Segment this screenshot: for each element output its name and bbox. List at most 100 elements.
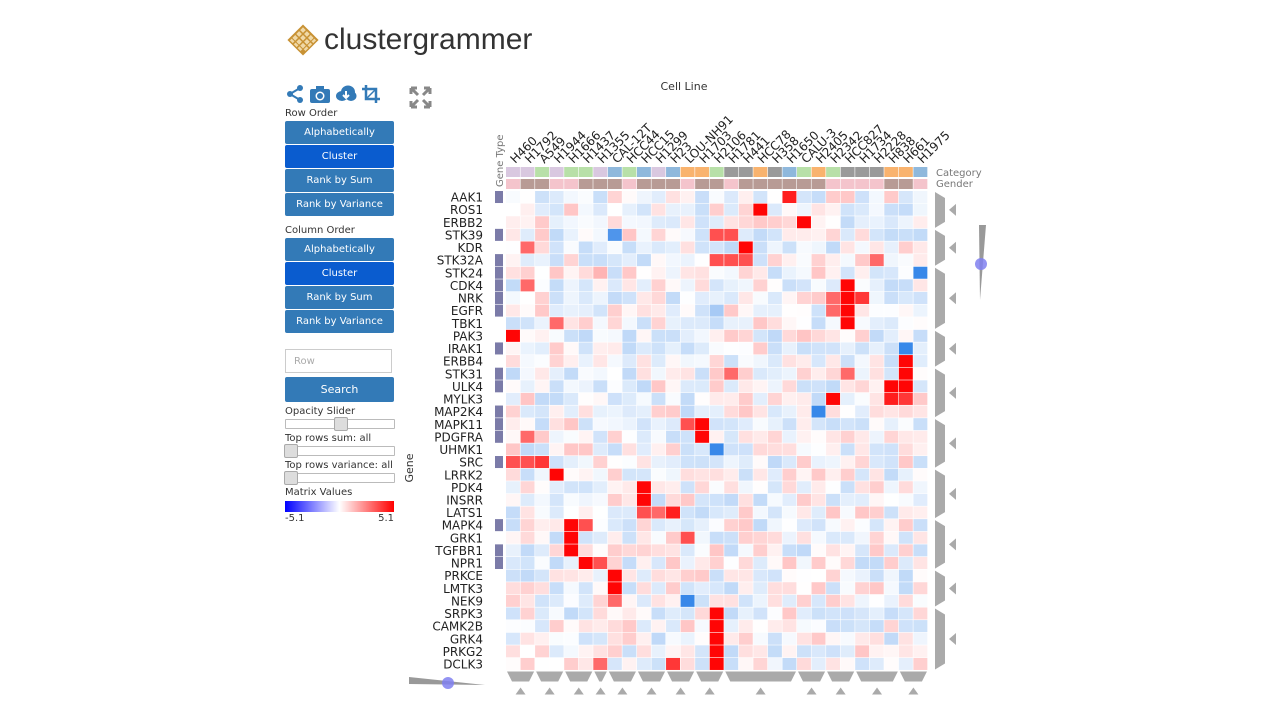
heatmap-cell[interactable] bbox=[636, 632, 651, 645]
heatmap-cell[interactable] bbox=[666, 493, 680, 506]
heatmap-cell[interactable] bbox=[520, 556, 535, 569]
heatmap-cell[interactable] bbox=[520, 544, 535, 557]
heatmap-cell[interactable] bbox=[506, 645, 520, 658]
heatmap-cell[interactable] bbox=[840, 620, 855, 633]
heatmap-cell[interactable] bbox=[578, 582, 593, 595]
heatmap-cell[interactable] bbox=[535, 304, 550, 317]
heatmap-cell[interactable] bbox=[622, 657, 637, 670]
heatmap-cell[interactable] bbox=[855, 291, 870, 304]
heatmap-cell[interactable] bbox=[593, 620, 608, 633]
heatmap-cell[interactable] bbox=[651, 506, 666, 519]
heatmap-cell[interactable] bbox=[607, 519, 622, 532]
heatmap-cell[interactable] bbox=[564, 418, 579, 431]
heatmap-cell[interactable] bbox=[636, 342, 651, 355]
heatmap-cell[interactable] bbox=[549, 367, 564, 380]
heatmap-cell[interactable] bbox=[535, 266, 550, 279]
heatmap-cell[interactable] bbox=[869, 203, 884, 216]
heatmap-cell[interactable] bbox=[782, 355, 797, 368]
heatmap-cell[interactable] bbox=[738, 569, 753, 582]
heatmap-cell[interactable] bbox=[840, 582, 855, 595]
heatmap-cell[interactable] bbox=[884, 468, 899, 481]
heatmap-cell[interactable] bbox=[578, 355, 593, 368]
heatmap-cell[interactable] bbox=[826, 506, 841, 519]
heatmap-cell[interactable] bbox=[622, 317, 637, 330]
heatmap-cell[interactable] bbox=[593, 481, 608, 494]
heatmap-cell[interactable] bbox=[767, 456, 782, 469]
heatmap-cell[interactable] bbox=[738, 620, 753, 633]
heatmap-cell[interactable] bbox=[913, 191, 928, 204]
heatmap-cell[interactable] bbox=[913, 607, 928, 620]
heatmap-cell[interactable] bbox=[811, 569, 826, 582]
heatmap-cell[interactable] bbox=[767, 216, 782, 229]
column-dendrogram-trapezoid[interactable] bbox=[595, 687, 606, 695]
heatmap-cell[interactable] bbox=[913, 418, 928, 431]
heatmap-cell[interactable] bbox=[724, 241, 739, 254]
heatmap-cell[interactable] bbox=[767, 279, 782, 292]
heatmap-cell[interactable] bbox=[724, 569, 739, 582]
heatmap-cell[interactable] bbox=[709, 291, 724, 304]
heatmap-cell[interactable] bbox=[622, 191, 637, 204]
heatmap-cell[interactable] bbox=[840, 317, 855, 330]
heatmap-cell[interactable] bbox=[535, 544, 550, 557]
row-label[interactable]: PDK4 bbox=[451, 481, 483, 495]
heatmap-cell[interactable] bbox=[840, 456, 855, 469]
heatmap-cell[interactable] bbox=[651, 392, 666, 405]
heatmap-cell[interactable] bbox=[884, 405, 899, 418]
heatmap-cell[interactable] bbox=[506, 519, 520, 532]
heatmap-cell[interactable] bbox=[855, 266, 870, 279]
heatmap-cell[interactable] bbox=[738, 392, 753, 405]
heatmap-cell[interactable] bbox=[913, 632, 928, 645]
heatmap-cell[interactable] bbox=[651, 241, 666, 254]
heatmap-cell[interactable] bbox=[898, 342, 913, 355]
heatmap-cell[interactable] bbox=[782, 304, 797, 317]
heatmap-cell[interactable] bbox=[564, 291, 579, 304]
heatmap-cell[interactable] bbox=[535, 430, 550, 443]
heatmap-cell[interactable] bbox=[593, 430, 608, 443]
heatmap-cell[interactable] bbox=[826, 418, 841, 431]
heatmap-cell[interactable] bbox=[564, 569, 579, 582]
heatmap-cell[interactable] bbox=[782, 468, 797, 481]
heatmap-cell[interactable] bbox=[506, 430, 520, 443]
heatmap-cell[interactable] bbox=[578, 620, 593, 633]
heatmap-cell[interactable] bbox=[840, 355, 855, 368]
heatmap-cell[interactable] bbox=[797, 304, 811, 317]
heatmap-cell[interactable] bbox=[636, 329, 651, 342]
heatmap-cell[interactable] bbox=[680, 342, 695, 355]
heatmap-cell[interactable] bbox=[767, 544, 782, 557]
heatmap-cell[interactable] bbox=[680, 254, 695, 267]
column-order-button-alphabetically[interactable]: Alphabetically bbox=[285, 238, 394, 261]
heatmap-cell[interactable] bbox=[520, 620, 535, 633]
heatmap-cell[interactable] bbox=[767, 342, 782, 355]
heatmap-cell[interactable] bbox=[695, 191, 710, 204]
heatmap-cell[interactable] bbox=[753, 380, 768, 393]
heatmap-cell[interactable] bbox=[622, 594, 637, 607]
heatmap-cell[interactable] bbox=[869, 632, 884, 645]
heatmap-cell[interactable] bbox=[753, 632, 768, 645]
heatmap-cell[interactable] bbox=[578, 531, 593, 544]
heatmap-cell[interactable] bbox=[869, 254, 884, 267]
heatmap-cell[interactable] bbox=[855, 443, 870, 456]
heatmap-cell[interactable] bbox=[913, 241, 928, 254]
heatmap-cell[interactable] bbox=[811, 506, 826, 519]
row-label[interactable]: NPR1 bbox=[451, 557, 483, 571]
heatmap-cell[interactable] bbox=[535, 607, 550, 620]
heatmap-cell[interactable] bbox=[767, 506, 782, 519]
heatmap-cell[interactable] bbox=[797, 607, 811, 620]
heatmap-cell[interactable] bbox=[651, 228, 666, 241]
heatmap-cell[interactable] bbox=[753, 620, 768, 633]
heatmap-cell[interactable] bbox=[753, 191, 768, 204]
heatmap-cell[interactable] bbox=[680, 380, 695, 393]
heatmap-cell[interactable] bbox=[578, 380, 593, 393]
heatmap-cell[interactable] bbox=[913, 342, 928, 355]
heatmap-cell[interactable] bbox=[797, 556, 811, 569]
heatmap-cell[interactable] bbox=[666, 317, 680, 330]
heatmap-cell[interactable] bbox=[506, 380, 520, 393]
heatmap-cell[interactable] bbox=[898, 380, 913, 393]
heatmap-cell[interactable] bbox=[578, 392, 593, 405]
heatmap-cell[interactable] bbox=[840, 392, 855, 405]
heatmap-cell[interactable] bbox=[826, 657, 841, 670]
heatmap-cell[interactable] bbox=[506, 191, 520, 204]
heatmap-cell[interactable] bbox=[622, 380, 637, 393]
heatmap-cell[interactable] bbox=[651, 607, 666, 620]
heatmap-cell[interactable] bbox=[666, 443, 680, 456]
